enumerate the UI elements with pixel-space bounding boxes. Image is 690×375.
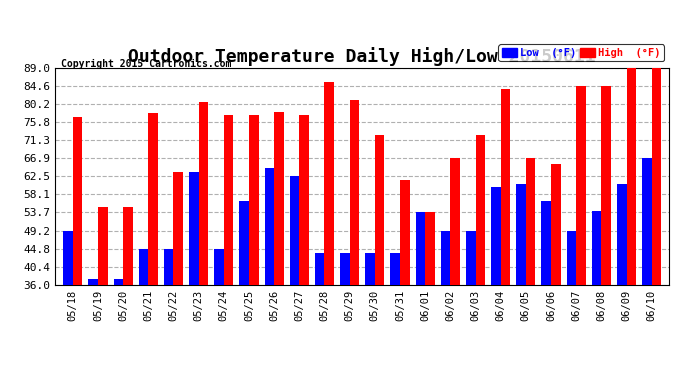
Bar (199, 102, 208, 285)
Bar (466, 231, 475, 285)
Bar (576, 86, 586, 285)
Bar (63, 231, 73, 285)
Bar (239, 201, 249, 285)
Bar (400, 180, 410, 285)
Bar (592, 211, 602, 285)
Bar (526, 158, 535, 285)
Bar (617, 184, 627, 285)
Bar (139, 249, 148, 285)
Title: Outdoor Temperature Daily High/Low 20150611: Outdoor Temperature Daily High/Low 20150… (128, 47, 596, 66)
Bar (542, 201, 551, 285)
Bar (189, 172, 199, 285)
Bar (290, 176, 299, 285)
Bar (88, 279, 98, 285)
Bar (651, 68, 661, 285)
Bar (350, 100, 359, 285)
Bar (425, 212, 435, 285)
Bar (315, 253, 324, 285)
Bar (173, 172, 183, 285)
Bar (627, 68, 636, 285)
Bar (324, 82, 334, 285)
Bar (551, 164, 560, 285)
Bar (602, 86, 611, 285)
Bar (491, 186, 501, 285)
Bar (215, 249, 224, 285)
Bar (274, 112, 284, 285)
Bar (642, 158, 651, 285)
Bar (516, 184, 526, 285)
Bar (375, 135, 384, 285)
Bar (501, 89, 510, 285)
Text: Copyright 2015 Cartronics.com: Copyright 2015 Cartronics.com (61, 59, 232, 69)
Bar (98, 207, 108, 285)
Bar (164, 249, 173, 285)
Bar (415, 212, 425, 285)
Bar (340, 253, 350, 285)
Bar (365, 253, 375, 285)
Bar (264, 168, 274, 285)
Bar (475, 135, 485, 285)
Bar (391, 253, 400, 285)
Bar (148, 112, 158, 285)
Bar (123, 207, 132, 285)
Bar (114, 279, 123, 285)
Bar (566, 231, 576, 285)
Bar (299, 115, 309, 285)
Bar (249, 115, 259, 285)
Bar (441, 231, 451, 285)
Bar (451, 158, 460, 285)
Bar (224, 115, 233, 285)
Bar (73, 117, 82, 285)
Legend: Low  (°F), High  (°F): Low (°F), High (°F) (498, 44, 664, 61)
